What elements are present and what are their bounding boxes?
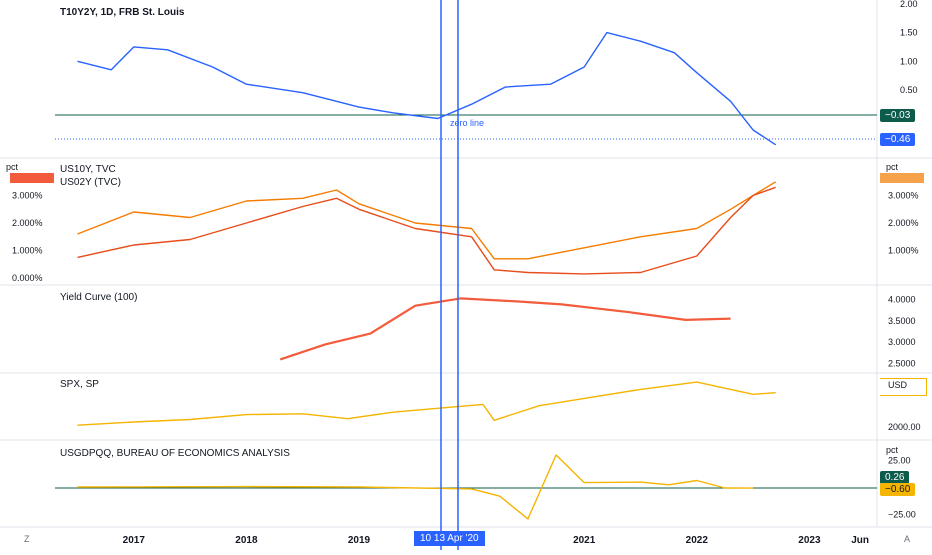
series-line-yield-curve bbox=[279, 297, 731, 361]
x-tick-label: Jun bbox=[851, 535, 869, 546]
y-tick-label: 3.5000 bbox=[888, 316, 916, 326]
gdp-tag-b: −0.60 bbox=[880, 483, 916, 496]
left-corner-button[interactable]: Z bbox=[24, 534, 30, 544]
pane2-series-1: US10Y, TVC bbox=[60, 164, 116, 175]
pane5-title: USGDPQQ, BUREAU OF ECONOMICS ANALYSIS bbox=[60, 448, 290, 459]
top-pane-title: T10Y2Y, 1D, FRB St. Louis bbox=[60, 7, 185, 18]
pane2-series-2: US02Y (TVC) bbox=[60, 177, 121, 188]
y-tick-label-left: 0.000% bbox=[12, 273, 43, 283]
pane2-unit-right: pct bbox=[886, 162, 899, 172]
series-line-us10y bbox=[77, 181, 777, 260]
y-tick-label-left: 3.000% bbox=[12, 191, 43, 201]
last-value-tag: −0.46 bbox=[880, 133, 916, 146]
y-tick-label: 0.50 bbox=[900, 85, 918, 95]
pane4-title: SPX, SP bbox=[60, 379, 99, 390]
gdp-tag-a: 0.26 bbox=[880, 471, 910, 484]
y-tick-label: 2.00 bbox=[900, 0, 918, 9]
pane-dividers bbox=[0, 0, 932, 528]
x-tick-label: 2019 bbox=[348, 535, 371, 546]
series-line-t10y2y bbox=[77, 31, 777, 146]
zero-line-label: zero line bbox=[450, 118, 485, 128]
y-tick-label: 3.0000 bbox=[888, 337, 916, 347]
pane2-left-tag bbox=[10, 173, 54, 183]
series-layer bbox=[77, 31, 777, 520]
y-tick-label: 25.00 bbox=[888, 455, 911, 465]
y-tick-label: 1.00 bbox=[900, 56, 918, 66]
cursor-date-label: 10 13 Apr '20 bbox=[414, 531, 485, 546]
spx-tag bbox=[880, 378, 927, 396]
y-tick-label: −25.00 bbox=[888, 510, 916, 520]
y-tick-label: 2000.00 bbox=[888, 422, 921, 432]
pane3-title: Yield Curve (100) bbox=[60, 292, 138, 303]
y-tick-label-left: 2.000% bbox=[12, 218, 43, 228]
x-tick-label: 2023 bbox=[798, 535, 821, 546]
pane5-unit: pct bbox=[886, 445, 899, 455]
y-tick-label: 2.5000 bbox=[888, 359, 916, 369]
y-tick-label-right: 3.000% bbox=[888, 191, 919, 201]
zero-value-tag: −0.03 bbox=[880, 109, 916, 122]
pane2-unit-left: pct bbox=[6, 162, 19, 172]
tick-layer: 2.00 1.50 1.00 0.50 3.000% 2.000% 1.000% 0.000%… bbox=[12, 0, 921, 546]
x-tick-label: 2017 bbox=[123, 535, 146, 546]
y-tick-label: 1.50 bbox=[900, 28, 918, 38]
y-tick-label-right: 2.000% bbox=[888, 218, 919, 228]
series-line-spx bbox=[77, 381, 776, 426]
pane2-right-tag bbox=[880, 173, 924, 183]
series-line-us02y bbox=[77, 186, 776, 275]
y-tick-label-right: 1.000% bbox=[888, 246, 919, 256]
series-line-gdp bbox=[77, 454, 754, 520]
y-tick-label-left: 1.000% bbox=[12, 246, 43, 256]
x-tick-label: 2018 bbox=[235, 535, 258, 546]
x-tick-label: 2022 bbox=[686, 535, 709, 546]
y-tick-label: 4.0000 bbox=[888, 294, 916, 304]
auto-scale-button[interactable]: A bbox=[904, 534, 911, 544]
x-tick-label: 2021 bbox=[573, 535, 596, 546]
pane4-unit: USD bbox=[888, 380, 908, 390]
